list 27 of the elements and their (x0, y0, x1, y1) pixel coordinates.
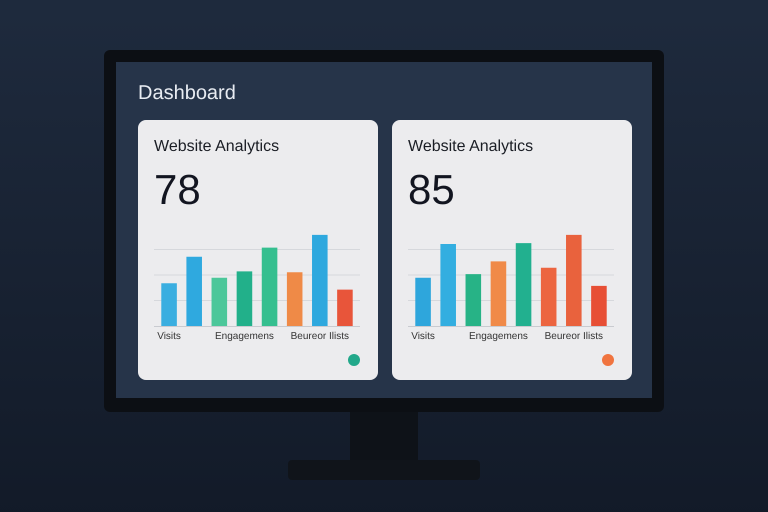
chart-title: Website Analytics (408, 138, 534, 156)
text: Dashboard (138, 82, 236, 105)
bar (161, 283, 177, 326)
bar (337, 290, 353, 326)
bar (286, 272, 302, 326)
bar (312, 234, 328, 326)
bar (540, 268, 556, 326)
bar (440, 244, 456, 326)
x-tick-label: Visits (157, 331, 181, 342)
x-tick-label: Visits (411, 331, 435, 342)
bar (415, 278, 431, 326)
chart-title: Website Analytics (154, 138, 280, 156)
bar (236, 271, 252, 326)
x-tick-label: Beureor Ilists (290, 331, 349, 342)
bar (566, 234, 582, 326)
chart-subtitle: 78 (154, 166, 201, 214)
bar (186, 256, 202, 326)
bar (516, 243, 532, 326)
bar (262, 248, 278, 326)
chart-subtitle: 85 (408, 166, 455, 214)
bar (212, 278, 228, 326)
bar (591, 286, 607, 326)
x-tick-label: Engagemens (214, 331, 274, 342)
x-tick-label: Engagemens (468, 331, 528, 342)
x-tick-label: Beureor Ilists (544, 331, 603, 342)
bar (490, 261, 506, 326)
bar (466, 274, 482, 326)
